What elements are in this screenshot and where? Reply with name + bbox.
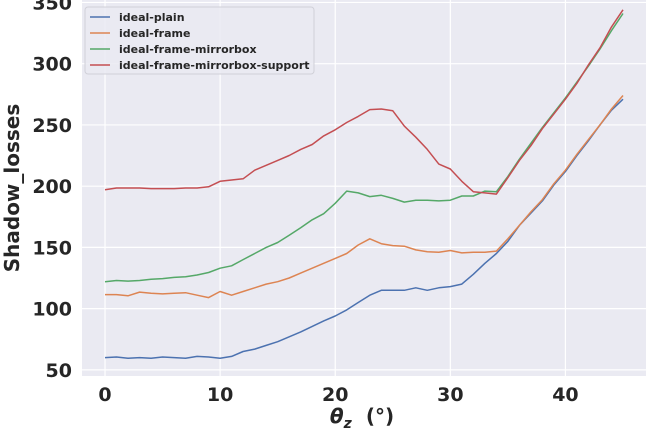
y-tick-label: 250 xyxy=(32,115,72,137)
grid-lines xyxy=(82,0,646,376)
x-tick-label: 0 xyxy=(98,384,111,406)
x-axis-symbol: θ xyxy=(330,404,344,428)
y-axis-label: Shadow_losses xyxy=(0,104,24,273)
series-line-ideal-plain xyxy=(104,98,624,359)
x-tick-label: 10 xyxy=(207,384,233,406)
series-line-ideal-frame-mirrorbox xyxy=(104,13,624,283)
legend-entry: ideal-plain xyxy=(119,11,185,24)
legend-entry: ideal-frame-mirrorbox-support xyxy=(119,59,310,72)
y-tick-label: 350 xyxy=(32,0,72,14)
series-line-ideal-frame-mirrorbox-support xyxy=(104,9,624,195)
y-tick-labels: 50 100 150 200 250 300 350 xyxy=(32,0,72,382)
y-tick-label: 300 xyxy=(32,54,72,76)
x-tick-labels: 0 10 20 30 40 xyxy=(98,384,578,406)
legend: ideal-plain ideal-frame ideal-frame-mirror… xyxy=(84,6,315,75)
x-tick-label: 30 xyxy=(437,384,463,406)
series-line-ideal-frame xyxy=(105,95,624,299)
x-tick-label: 40 xyxy=(552,384,578,406)
y-tick-label: 50 xyxy=(46,360,72,382)
series-lines xyxy=(104,9,624,359)
x-tick-label: 20 xyxy=(322,384,348,406)
legend-box xyxy=(84,6,315,75)
x-axis-unit: (°) xyxy=(366,404,394,428)
y-tick-label: 200 xyxy=(32,176,72,198)
y-tick-label: 100 xyxy=(32,299,72,321)
legend-entry: ideal-frame-mirrorbox xyxy=(119,43,257,56)
y-tick-label: 150 xyxy=(32,237,72,259)
legend-entry: ideal-frame xyxy=(119,27,190,40)
x-axis-label: θz (°) xyxy=(330,404,394,432)
x-axis-subscript: z xyxy=(343,416,353,432)
